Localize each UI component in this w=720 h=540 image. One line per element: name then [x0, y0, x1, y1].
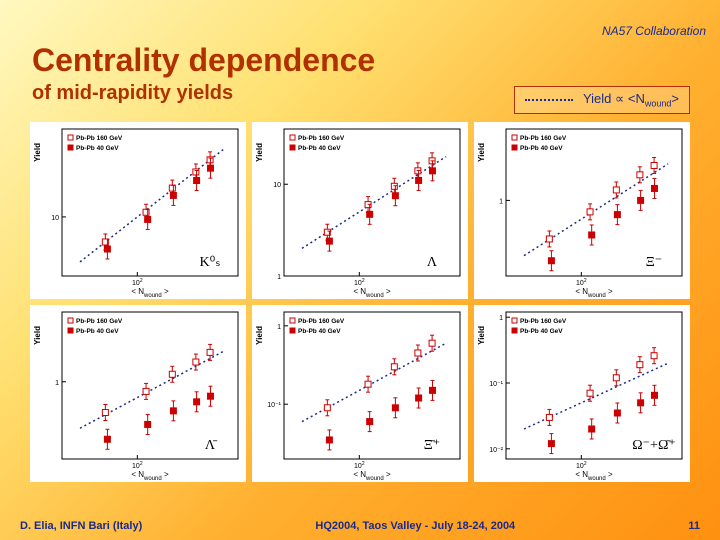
svg-text:< Nwound >: < Nwound > — [353, 470, 391, 482]
svg-text:Pb-Pb 160 GeV: Pb-Pb 160 GeV — [520, 135, 567, 142]
svg-text:< Nwound >: < Nwound > — [575, 470, 613, 482]
svg-text:Pb-Pb 160 GeV: Pb-Pb 160 GeV — [298, 318, 345, 325]
svg-text:Yield: Yield — [477, 143, 486, 162]
footer-conference: HQ2004, Taos Valley - July 18-24, 2004 — [142, 520, 688, 532]
svg-text:Pb-Pb 160 GeV: Pb-Pb 160 GeV — [76, 135, 123, 142]
svg-text:1: 1 — [277, 324, 281, 331]
svg-text:Yield: Yield — [255, 326, 264, 345]
legend-text: Yield ∝ <Nwound> — [583, 91, 679, 109]
svg-text:1: 1 — [55, 380, 59, 387]
svg-text:< Nwound >: < Nwound > — [575, 287, 613, 299]
svg-text:1: 1 — [499, 198, 503, 205]
svg-text:Λ̄: Λ̄ — [205, 438, 218, 453]
svg-text:Pb-Pb 160 GeV: Pb-Pb 160 GeV — [520, 318, 567, 325]
chart-panel-lambda: Yield < Nwound >102 1 10 Pb-Pb 160 GeV Pb-Pb … — [252, 122, 468, 299]
svg-text:10: 10 — [273, 182, 281, 189]
svg-text:Pb-Pb 40 GeV: Pb-Pb 40 GeV — [298, 145, 341, 152]
legend-box: Yield ∝ <Nwound> — [514, 86, 690, 114]
svg-text:Pb-Pb 160 GeV: Pb-Pb 160 GeV — [298, 135, 345, 142]
svg-text:1: 1 — [277, 274, 281, 281]
svg-text:10: 10 — [51, 215, 59, 222]
svg-text:10⁻¹: 10⁻¹ — [267, 402, 281, 409]
chart-panel-ks0: Yield < Nwound >102 10 Pb-Pb 160 GeV Pb-Pb 4… — [30, 122, 246, 299]
svg-text:Pb-Pb 40 GeV: Pb-Pb 40 GeV — [76, 145, 119, 152]
page-subtitle: of mid-rapidity yields — [32, 82, 233, 105]
svg-text:Yield: Yield — [255, 143, 264, 162]
footer: D. Elia, INFN Bari (Italy) HQ2004, Taos … — [0, 520, 720, 532]
svg-text:Yield: Yield — [33, 326, 42, 345]
svg-text:102: 102 — [354, 461, 365, 470]
svg-text:Pb-Pb 40 GeV: Pb-Pb 40 GeV — [76, 328, 119, 335]
chart-panel-lambdabar: Yield < Nwound >102 1 Pb-Pb 160 GeV Pb-Pb 40… — [30, 305, 246, 482]
svg-text:Ξ̄⁺: Ξ̄⁺ — [424, 438, 440, 453]
svg-text:102: 102 — [576, 278, 587, 287]
footer-author: D. Elia, INFN Bari (Italy) — [20, 520, 142, 532]
chart-grid: Yield< Nwound >10210Pb-Pb 160 GeVPb-Pb 4… — [30, 122, 690, 482]
page-number: 11 — [688, 520, 700, 532]
svg-text:Ω⁻+Ω̄⁺: Ω⁻+Ω̄⁺ — [632, 438, 675, 453]
svg-text:< Nwound >: < Nwound > — [131, 287, 169, 299]
svg-text:< Nwound >: < Nwound > — [353, 287, 391, 299]
svg-text:< Nwound >: < Nwound > — [131, 470, 169, 482]
collab-label: NA57 Collaboration — [0, 24, 720, 38]
svg-text:102: 102 — [132, 461, 143, 470]
svg-text:10⁻¹: 10⁻¹ — [489, 381, 503, 388]
page-title: Centrality dependence — [32, 42, 375, 79]
svg-text:K⁰ₛ: K⁰ₛ — [200, 255, 221, 270]
svg-text:102: 102 — [576, 461, 587, 470]
svg-text:Pb-Pb 160 GeV: Pb-Pb 160 GeV — [76, 318, 123, 325]
svg-text:Yield: Yield — [33, 143, 42, 162]
svg-text:1: 1 — [499, 315, 503, 322]
svg-text:102: 102 — [132, 278, 143, 287]
svg-text:102: 102 — [354, 278, 365, 287]
svg-text:10⁻²: 10⁻² — [489, 447, 503, 454]
legend-dash-icon — [525, 99, 573, 101]
chart-panel-xibar: Yield < Nwound >102 10⁻¹ 1 Pb-Pb 160 GeV Pb-P… — [252, 305, 468, 482]
svg-text:Ξ⁻: Ξ⁻ — [646, 255, 662, 270]
svg-text:Pb-Pb 40 GeV: Pb-Pb 40 GeV — [520, 145, 563, 152]
svg-text:Pb-Pb 40 GeV: Pb-Pb 40 GeV — [298, 328, 341, 335]
svg-text:Λ: Λ — [427, 255, 438, 270]
chart-panel-omega: Yield < Nwound >102 10⁻² 10⁻¹ 1 Pb-Pb 160 GeV… — [474, 305, 690, 482]
svg-text:Yield: Yield — [477, 326, 486, 345]
svg-text:Pb-Pb 40 GeV: Pb-Pb 40 GeV — [520, 328, 563, 335]
chart-panel-xi: Yield < Nwound >102 1 Pb-Pb 160 GeV Pb-Pb 40… — [474, 122, 690, 299]
